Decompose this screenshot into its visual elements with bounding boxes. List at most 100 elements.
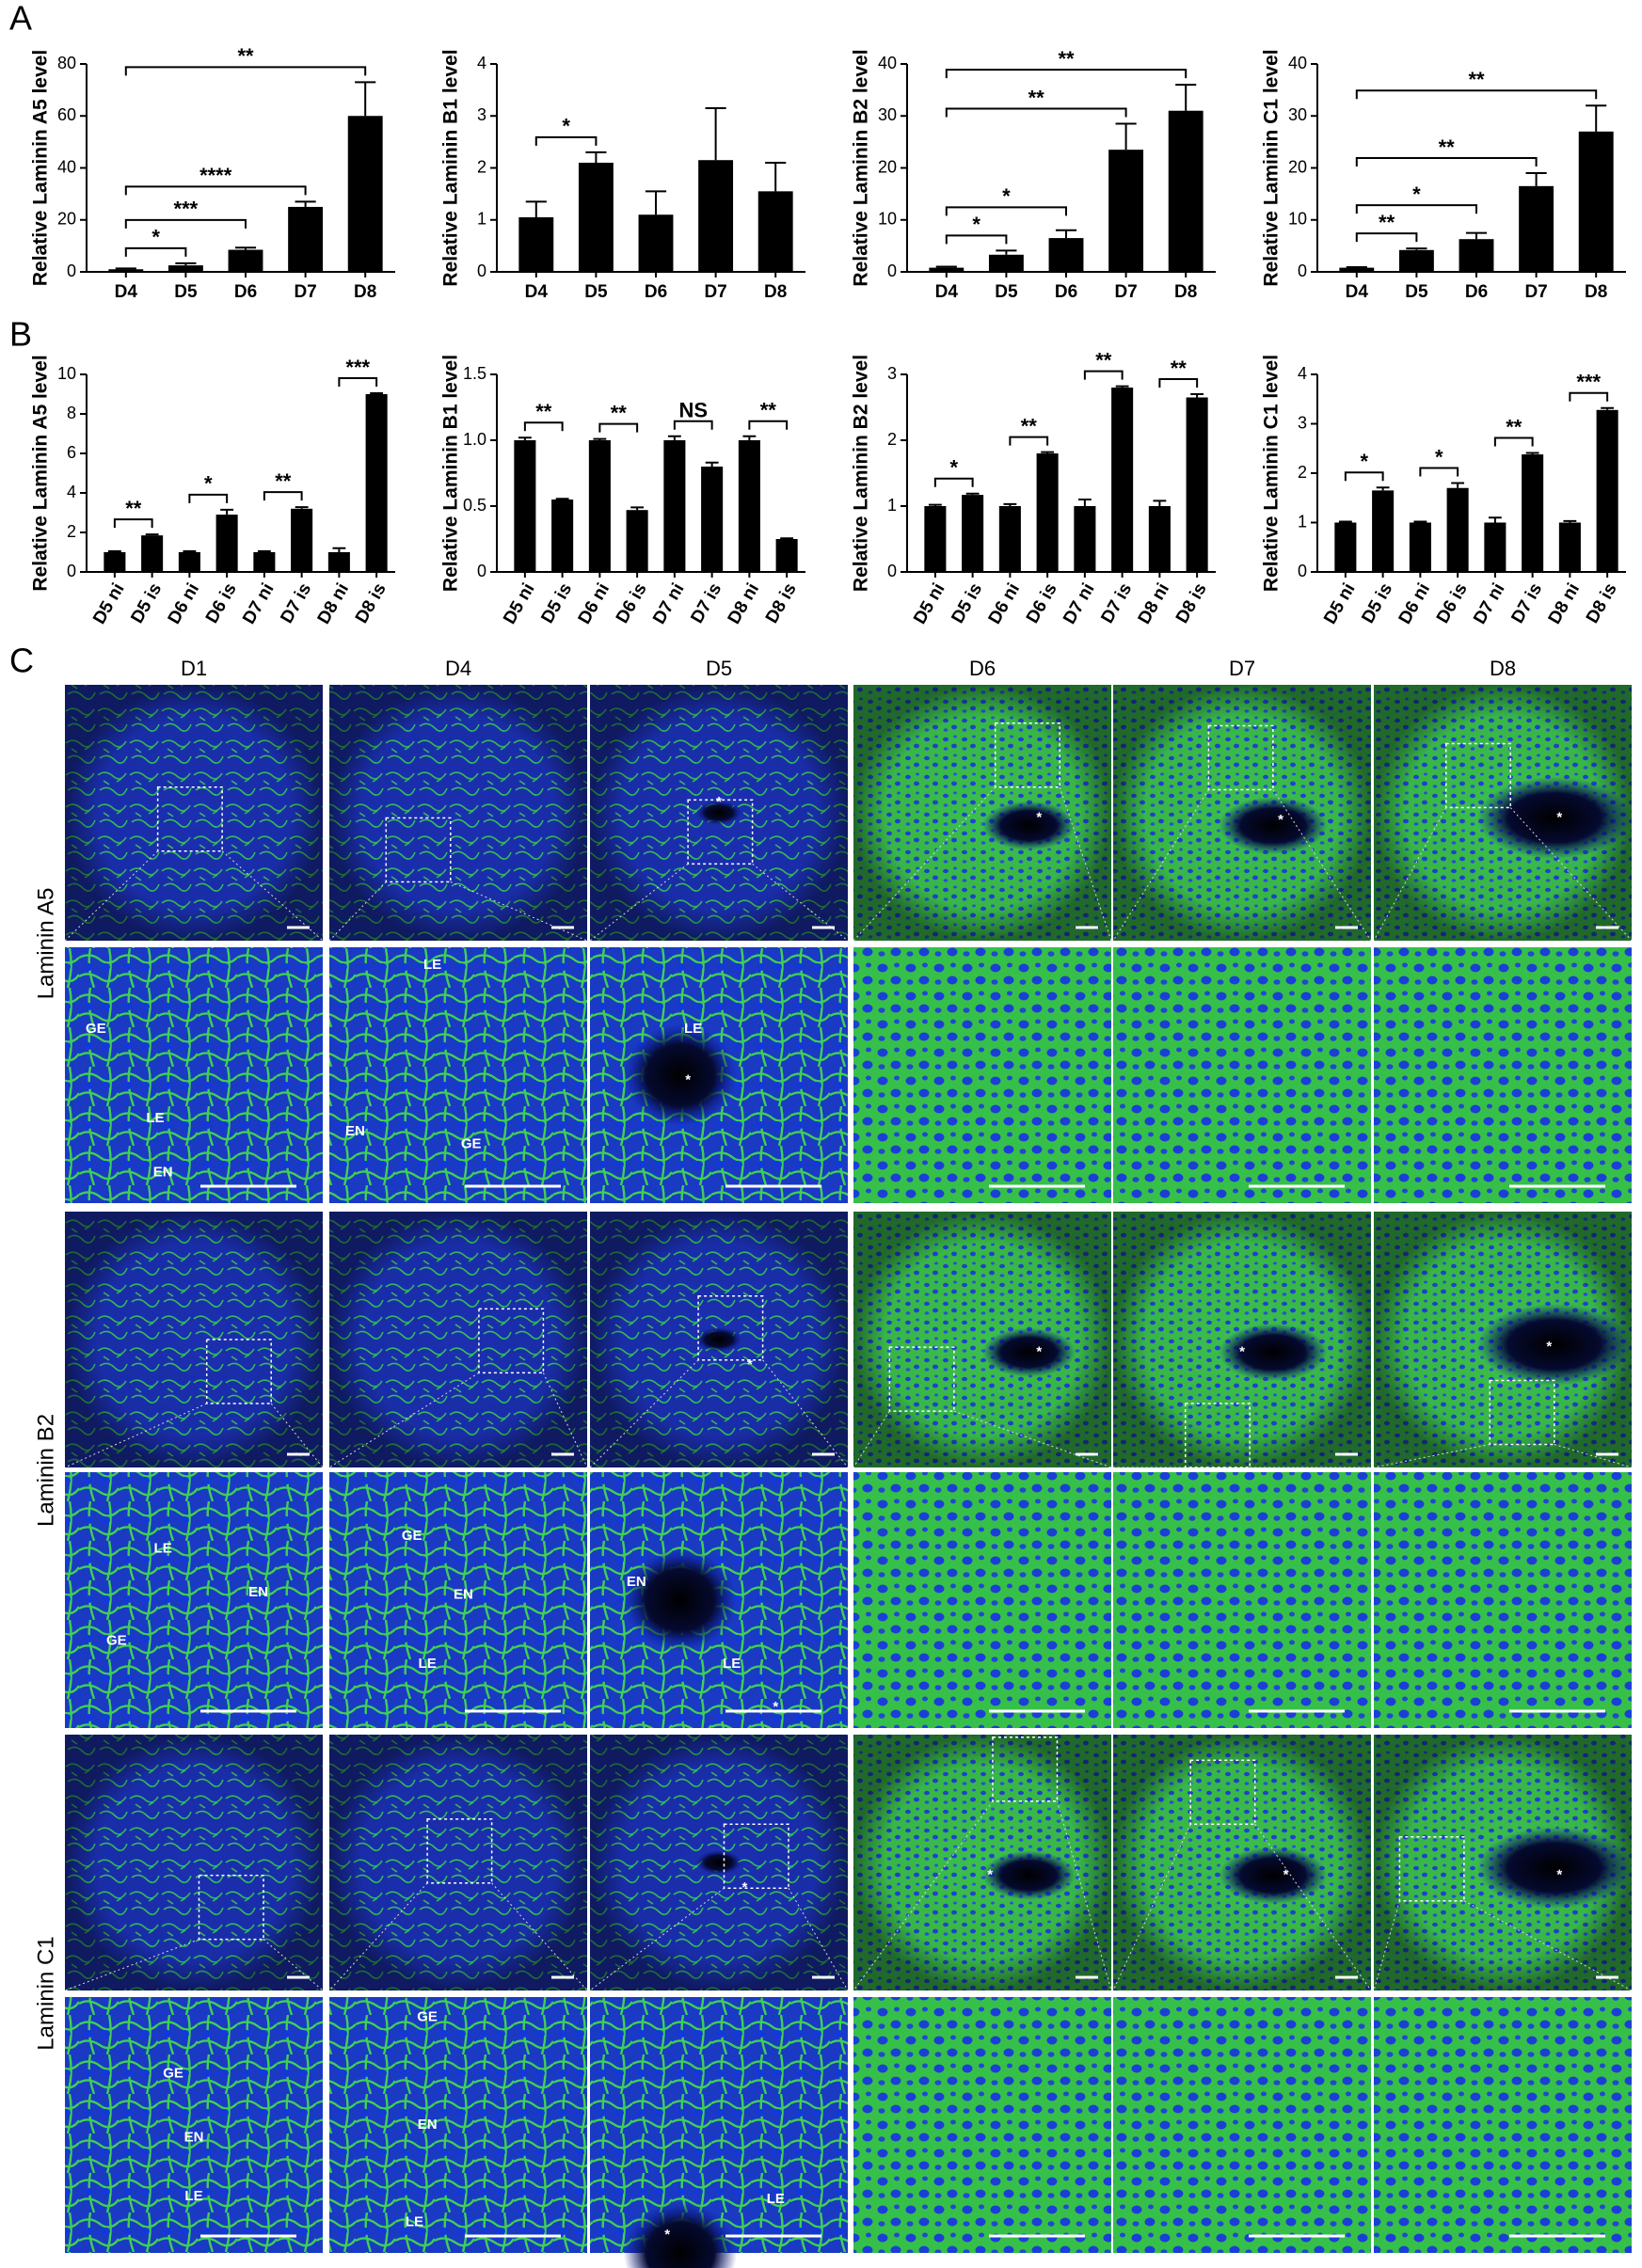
y-axis-title: Relative Laminin C1 level <box>1261 49 1283 286</box>
significance-label: * <box>151 226 160 249</box>
x-tick-label: D6 is <box>202 580 241 627</box>
micrograph-shade <box>853 1735 1111 1990</box>
tile-label: GE <box>86 1021 106 1037</box>
significance-bracket <box>113 518 153 529</box>
zoom-lines <box>328 1882 588 1991</box>
x-tick-label: D5 <box>1405 282 1428 302</box>
column-header: D8 <box>1490 657 1516 680</box>
column-header: D1 <box>181 657 207 680</box>
significance-bracket <box>1009 436 1049 446</box>
lumen <box>982 801 1076 850</box>
zoom-lines <box>1373 1444 1633 1468</box>
bar <box>1372 490 1395 572</box>
zoom-lines <box>1112 789 1372 942</box>
zoom-box <box>478 1308 545 1374</box>
x-tick-label: D8 <box>1174 282 1197 302</box>
y-tick-label: 10 <box>57 364 76 383</box>
x-tick-label: D6 is <box>613 580 651 627</box>
x-tick-label: D6 is <box>1023 580 1061 627</box>
tile-label: * <box>741 1879 747 1895</box>
tile-label: LE <box>184 2188 202 2204</box>
significance-bracket <box>945 234 1008 245</box>
bar <box>1108 150 1144 272</box>
error-bar <box>928 503 942 506</box>
y-tick-label: 60 <box>57 105 76 124</box>
lumen <box>695 1849 742 1876</box>
error-bar <box>1003 502 1017 506</box>
bar <box>1596 409 1618 572</box>
x-tick-label: D4 <box>115 282 138 302</box>
column-header: D7 <box>1229 657 1255 680</box>
lumen <box>623 1548 738 1652</box>
significance-bracket <box>933 477 974 487</box>
zoom-lines <box>64 1939 324 1991</box>
y-tick-label: 80 <box>57 54 76 72</box>
bar <box>108 269 144 272</box>
error-bar <box>585 151 607 163</box>
error-bar <box>593 437 607 440</box>
y-tick-label: 40 <box>57 157 76 176</box>
significance-label: ** <box>237 44 254 68</box>
tile-label: GE <box>417 2009 438 2025</box>
x-tick-label: D8 is <box>1583 580 1621 627</box>
bar <box>962 495 984 572</box>
bar <box>1074 506 1096 572</box>
bar <box>1484 522 1506 572</box>
row-header: Laminin C1 <box>33 1936 58 2050</box>
bar <box>738 440 760 572</box>
zoom-box <box>687 799 754 865</box>
column-header: D6 <box>969 657 996 680</box>
error-bar <box>1465 231 1488 240</box>
tile-label: EN <box>248 1584 268 1600</box>
bar <box>253 552 276 572</box>
significance-bracket <box>124 185 307 196</box>
significance-label: ** <box>1028 86 1045 109</box>
significance-bracket <box>338 376 378 387</box>
error-bar <box>1406 247 1427 250</box>
significance-label: * <box>1435 445 1443 468</box>
x-tick-label: D7 ni <box>1470 580 1508 628</box>
y-tick-label: 3 <box>477 105 486 124</box>
tile-label: * <box>1239 1344 1245 1360</box>
tile-label: * <box>1546 1339 1552 1355</box>
significance-bracket <box>1344 471 1384 482</box>
y-tick-label: 2 <box>477 157 486 176</box>
error-bar <box>295 200 316 207</box>
bar <box>178 552 200 572</box>
bar <box>365 394 388 572</box>
zoom-box <box>723 1823 789 1889</box>
x-tick-label: D5 <box>995 282 1018 302</box>
x-tick-label: D5 is <box>127 580 166 627</box>
y-tick-label: 2 <box>67 522 76 541</box>
significance-label: ** <box>760 399 777 422</box>
lumen <box>1476 776 1633 859</box>
lumen <box>1219 1847 1328 1905</box>
x-tick-label: D7 is <box>277 580 315 627</box>
error-bar <box>1488 516 1502 523</box>
significance-label: * <box>204 472 213 496</box>
x-tick-label: D6 ni <box>165 580 203 628</box>
y-tick-label: 0 <box>887 262 897 280</box>
zoom-box <box>1398 1836 1465 1902</box>
tile-label: * <box>747 1356 753 1372</box>
error-bar <box>525 200 547 217</box>
zoom-lines <box>1373 807 1633 942</box>
y-axis-title: Relative Laminin A5 level <box>30 50 52 286</box>
micrograph-shade <box>329 1212 587 1467</box>
bar <box>1446 487 1469 572</box>
significance-bracket <box>188 493 229 503</box>
bar <box>288 206 324 272</box>
bar <box>215 515 238 572</box>
tile-label: * <box>1036 809 1042 825</box>
zoom-box <box>385 817 452 883</box>
x-tick-label: D7 <box>704 282 726 302</box>
bar <box>775 539 798 572</box>
bar <box>518 216 554 272</box>
error-bar <box>742 435 757 440</box>
error-bar <box>705 461 719 467</box>
error-bar <box>370 391 384 394</box>
lumen <box>982 1850 1076 1900</box>
x-tick-label: D6 ni <box>1395 580 1434 628</box>
error-bar <box>1525 172 1547 186</box>
zoom-box <box>1189 1759 1256 1825</box>
